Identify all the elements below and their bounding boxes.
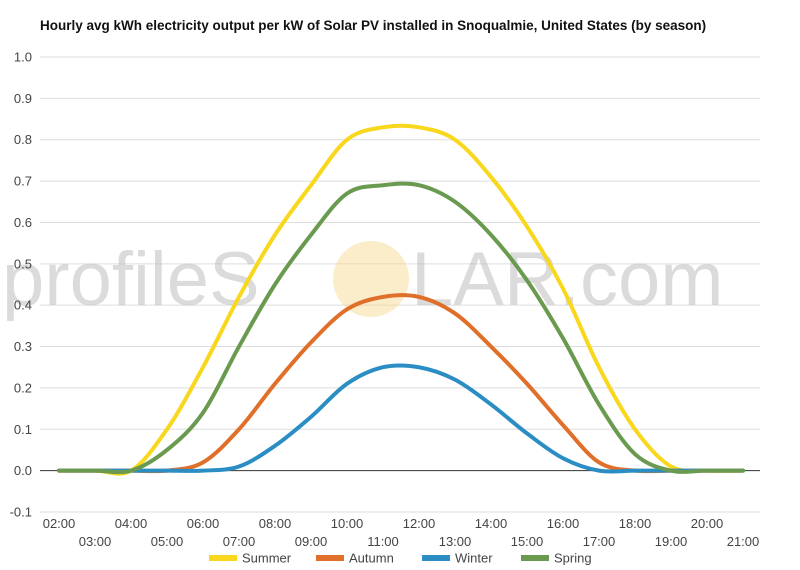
y-tick-label: 0.5 [14, 256, 32, 271]
x-tick-label: 18:00 [619, 516, 652, 531]
watermark: profileS LAR.com [2, 237, 724, 322]
x-tick-label: 09:00 [295, 534, 328, 549]
y-tick-label: 0.9 [14, 91, 32, 106]
watermark-left-text: profileS [2, 237, 260, 322]
x-tick-label: 03:00 [79, 534, 112, 549]
series-lines [57, 123, 745, 476]
series-line-spring [57, 181, 745, 475]
x-tick-label: 13:00 [439, 534, 472, 549]
y-tick-label: 0.3 [14, 339, 32, 354]
series-line-summer [57, 123, 745, 476]
y-tick-label: -0.1 [10, 505, 32, 520]
x-tick-label: 16:00 [547, 516, 580, 531]
x-tick-label: 14:00 [475, 516, 508, 531]
legend-label-spring: Spring [554, 551, 592, 566]
x-tick-label: 20:00 [691, 516, 724, 531]
x-tick-label: 12:00 [403, 516, 436, 531]
x-tick-label: 21:00 [727, 534, 760, 549]
x-tick-label: 04:00 [115, 516, 148, 531]
y-tick-label: 1.0 [14, 50, 32, 65]
legend-label-summer: Summer [242, 551, 292, 566]
series-line-winter [57, 363, 745, 474]
x-tick-label: 05:00 [151, 534, 184, 549]
y-tick-label: 0.6 [14, 215, 32, 230]
legend-label-winter: Winter [455, 551, 493, 566]
y-tick-label: 0.7 [14, 174, 32, 189]
gridlines [40, 56, 760, 513]
x-tick-label: 17:00 [583, 534, 616, 549]
y-tick-label: 0.8 [14, 132, 32, 147]
y-tick-label: 0.0 [14, 463, 32, 478]
chart-title: Hourly avg kWh electricity output per kW… [40, 18, 707, 33]
x-tick-label: 15:00 [511, 534, 544, 549]
x-tick-label: 19:00 [655, 534, 688, 549]
x-tick-label: 11:00 [367, 534, 399, 549]
watermark-sun-icon [333, 241, 409, 317]
legend-swatch-autumn [316, 555, 344, 561]
y-tick-label: 0.2 [14, 380, 32, 395]
x-tick-label: 10:00 [331, 516, 364, 531]
x-tick-label: 02:00 [43, 516, 76, 531]
x-tick-label: 08:00 [259, 516, 292, 531]
y-tick-label: 0.1 [14, 422, 32, 437]
x-tick-label: 06:00 [187, 516, 220, 531]
legend-swatch-winter [422, 555, 450, 561]
watermark-right-text: LAR.com [411, 237, 724, 322]
legend-swatch-spring [521, 555, 549, 561]
x-tick-label: 07:00 [223, 534, 256, 549]
legend-label-autumn: Autumn [349, 551, 394, 566]
legend: Summer Autumn Winter Spring [209, 551, 592, 566]
legend-swatch-summer [209, 555, 237, 561]
y-tick-label: 0.4 [14, 298, 32, 313]
